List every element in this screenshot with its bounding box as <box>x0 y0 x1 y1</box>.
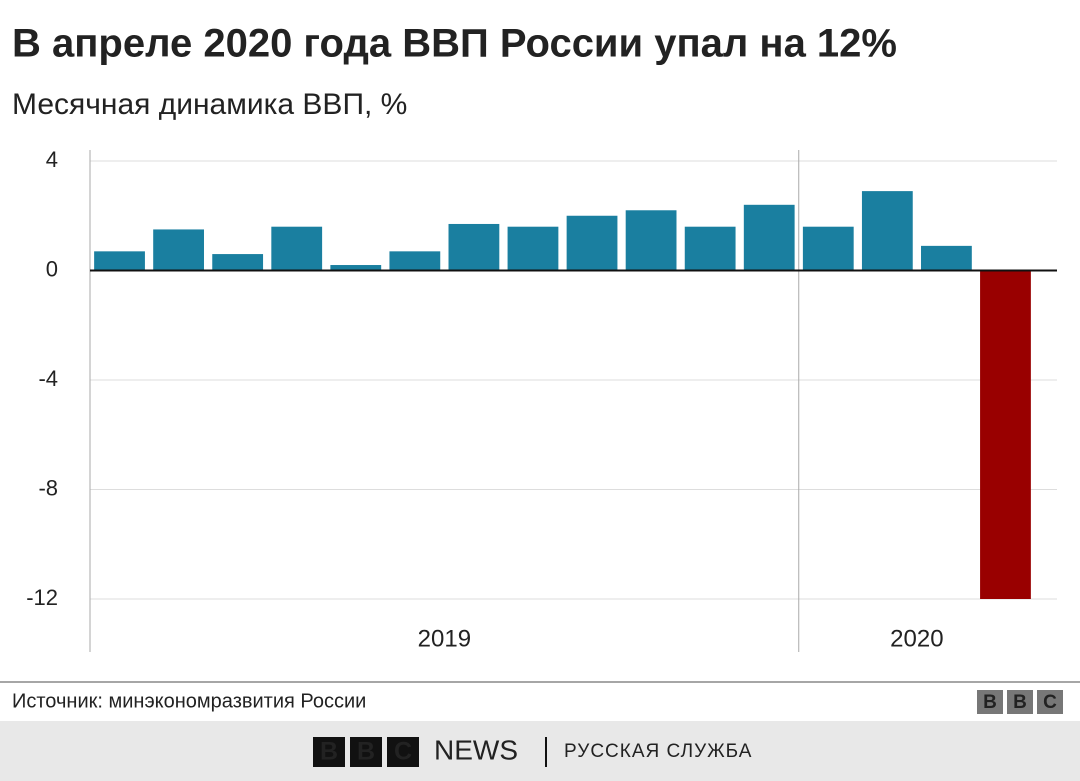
footer-logo <box>313 737 419 767</box>
chart-title: В апреле 2020 года ВВП России упал на 12… <box>12 22 897 66</box>
source: Источник: минэкономразвития России <box>12 690 366 712</box>
footer-band <box>0 721 1080 781</box>
bar <box>94 251 145 271</box>
bar <box>389 251 441 271</box>
bar <box>743 204 795 271</box>
bar <box>212 254 264 271</box>
bar <box>625 210 677 271</box>
x-group-label: 2019 <box>418 625 471 652</box>
bbc-logo <box>977 690 1063 714</box>
bar <box>153 229 204 271</box>
bar <box>271 226 323 271</box>
chart-subtitle: Месячная динамика ВВП, % <box>12 88 407 121</box>
bar <box>684 226 736 271</box>
footer-logo-letter: B <box>320 738 338 766</box>
footer-service: РУССКАЯ СЛУЖБА <box>564 741 752 762</box>
y-tick-label: 4 <box>46 147 58 172</box>
y-tick-label: -12 <box>26 585 58 610</box>
y-tick-label: -8 <box>38 475 58 500</box>
bar <box>566 215 618 271</box>
bar <box>330 265 382 271</box>
bbc-logo-letter: C <box>1043 692 1057 713</box>
bbc-logo-letter: B <box>1013 692 1027 713</box>
bar <box>507 226 559 271</box>
bar <box>980 270 1031 599</box>
y-tick-label: 0 <box>46 256 58 281</box>
bbc-logo-letter: B <box>983 692 997 713</box>
y-tick-label: -4 <box>38 366 58 391</box>
bar <box>921 245 972 271</box>
footer-logo-letter: C <box>394 738 412 766</box>
bar <box>802 226 854 271</box>
footer-logo-letter: B <box>357 738 375 766</box>
footer-news: NEWS <box>434 734 518 765</box>
bar <box>448 223 500 271</box>
x-group-label: 2020 <box>890 625 943 652</box>
bar <box>861 191 913 271</box>
